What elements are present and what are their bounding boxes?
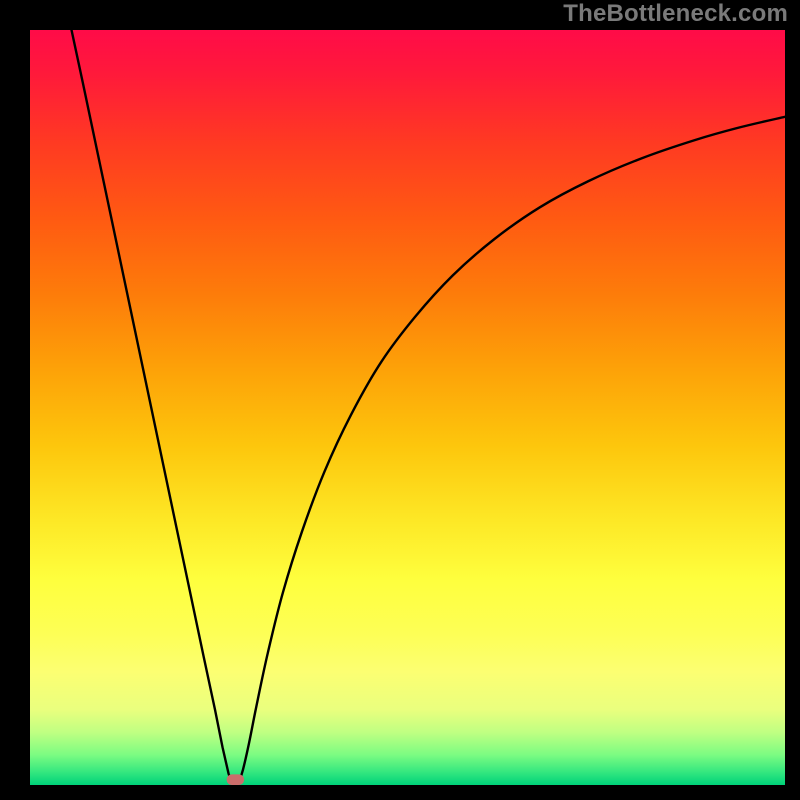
plot-background	[30, 30, 785, 785]
valley-marker	[227, 774, 244, 785]
plot-area	[30, 30, 785, 785]
watermark-text: TheBottleneck.com	[563, 0, 788, 28]
chart-container: TheBottleneck.com	[0, 0, 800, 800]
